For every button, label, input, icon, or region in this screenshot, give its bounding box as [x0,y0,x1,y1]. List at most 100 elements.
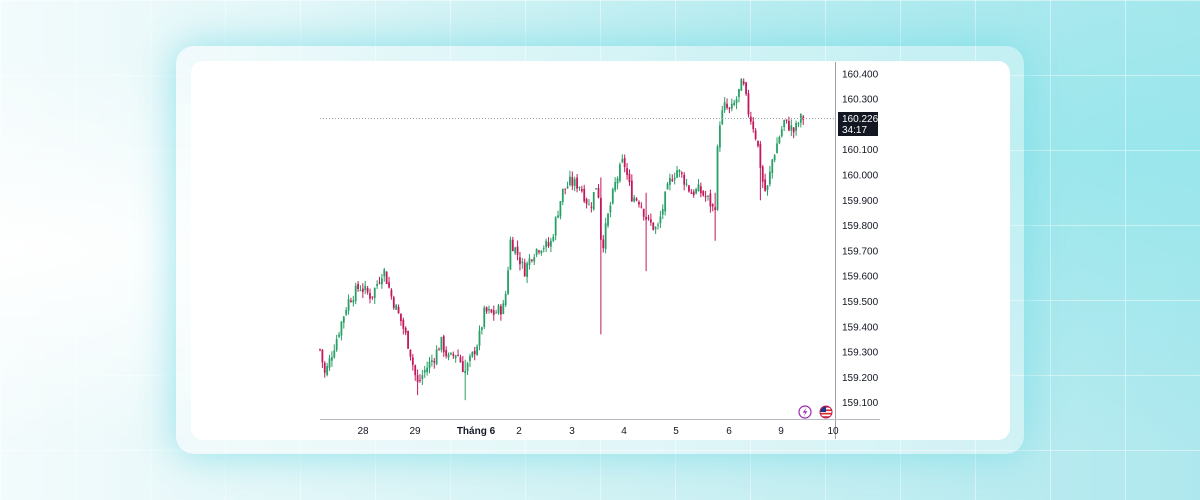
candle-54 [447,352,450,361]
candle-97 [549,237,552,253]
candle-body [654,227,657,230]
candle-body [657,224,659,226]
candle-24 [376,280,379,290]
candle-body [526,263,528,277]
candle-81 [511,236,514,252]
candle-199 [792,127,795,139]
candle-body [492,310,495,315]
candle-body [697,184,700,192]
candle-21 [369,288,371,304]
candle-body [480,327,483,330]
candle-103 [564,188,567,195]
candle-body [376,284,379,287]
candle-body [666,183,669,190]
candle-body [569,176,571,186]
candle-body [671,179,674,182]
candle-40 [414,364,417,381]
candle-74 [495,309,498,314]
candle-body [411,357,414,365]
candle-body [464,371,467,374]
candle-body [378,282,381,284]
candle-85 [521,258,524,269]
candle-body [530,259,533,261]
candle-body [728,107,731,109]
lightning-icon[interactable] [798,405,812,419]
candle-39 [411,353,414,371]
candle-body [416,375,419,383]
candle-body [719,125,721,148]
candle-body [688,185,690,192]
candle-body [640,206,643,208]
candle-body [645,216,648,220]
candle-167 [716,144,719,211]
price-tick-6: 159.700 [842,246,879,257]
candle-166 [714,192,717,241]
candle-body [788,120,790,131]
candle-173 [730,98,733,112]
candle-187 [764,173,767,192]
candle-142 [657,222,659,230]
candle-77 [502,299,505,315]
candle-body [388,282,390,288]
candle-176 [738,88,740,103]
candle-body [423,369,426,373]
candle-109 [578,186,581,191]
candle-body [652,222,655,230]
candle-body [795,123,797,131]
candle-body [649,219,652,223]
candle-body [726,103,728,108]
candle-130 [628,169,631,186]
candle-body [473,350,476,355]
price-tick-labels: 160.400 160.300 160.100 160.000 159.900 159.8… [842,69,879,409]
candle-body [595,188,598,190]
candle-body [692,191,695,196]
candle-body [354,285,357,302]
candle-175 [735,96,738,110]
candle-body [592,192,595,210]
candle-50 [438,347,440,351]
candle-body [752,121,755,130]
price-tick-8: 159.500 [842,297,879,308]
candle-body [571,177,574,186]
candle-202 [799,113,802,128]
candle-113 [588,199,590,206]
candle-169 [721,105,724,126]
candle-3 [326,362,329,377]
candle-body [580,189,583,192]
candle-body [616,178,619,184]
candle-80 [509,236,512,271]
candle-body [535,248,538,255]
candle-body [392,297,395,309]
candle-145 [664,191,667,216]
candle-35 [402,317,405,335]
candle-116 [595,188,598,190]
candle-body [721,110,724,125]
candle-body [711,204,714,207]
candle-body [733,102,736,106]
time-tick-7: 6 [726,426,732,437]
candle-32 [395,303,398,310]
candle-28 [385,271,388,285]
candle-body [497,305,500,314]
candle-body [347,299,350,311]
candle-body [690,192,693,194]
candle-body [709,193,712,207]
price-tick-1: 160.300 [842,95,879,106]
candle-body [585,199,588,204]
candle-body [554,217,557,236]
candle-body [611,189,614,204]
candle-49 [435,345,438,366]
candle-body [361,288,364,292]
candle-42 [419,374,421,383]
candle-184 [757,140,759,148]
candle-95 [545,238,548,253]
candle-body [421,375,424,380]
candle-body [454,355,457,359]
us-flag-icon[interactable] [819,405,833,419]
candle-104 [566,181,569,189]
candle-body [642,209,645,217]
candle-body [740,78,743,91]
candle-body [714,207,717,211]
candle-195 [783,119,786,132]
